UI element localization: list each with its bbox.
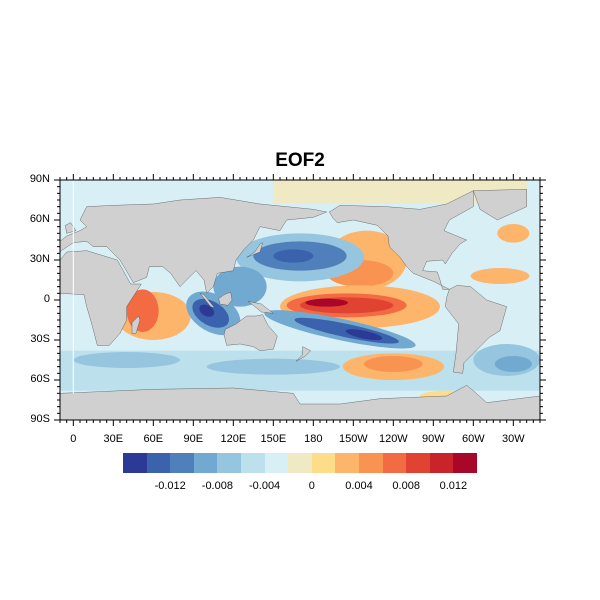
anomaly-contour bbox=[494, 356, 532, 372]
lon-label: 60W bbox=[462, 433, 485, 445]
land-australia bbox=[223, 314, 278, 351]
colorbar-swatch bbox=[311, 453, 336, 473]
lat-label: 60N bbox=[29, 213, 50, 225]
colorbar-swatch bbox=[123, 453, 147, 473]
anomaly-contour bbox=[470, 268, 530, 284]
land-antarctica bbox=[60, 385, 540, 420]
lon-label: 90E bbox=[183, 433, 204, 445]
colorbar bbox=[123, 453, 477, 473]
map-border bbox=[59, 179, 541, 421]
lat-label: 90S bbox=[30, 413, 50, 425]
land-madagascar bbox=[131, 315, 141, 334]
anomaly-contour bbox=[345, 329, 383, 341]
land-sumatra bbox=[199, 292, 216, 309]
lat-label: 60S bbox=[30, 373, 50, 385]
lon-label: 180 bbox=[304, 433, 323, 445]
lon-label: 0 bbox=[70, 433, 77, 445]
anomaly-contour bbox=[273, 249, 314, 263]
anomaly-contour bbox=[497, 224, 530, 243]
eof2-map bbox=[60, 180, 540, 420]
lon-label: 30E bbox=[103, 433, 124, 445]
land-newzealand bbox=[295, 346, 311, 362]
lon-label: 150W bbox=[338, 433, 368, 445]
colorbar-swatch bbox=[288, 453, 312, 473]
lat-label: 90N bbox=[29, 173, 50, 185]
colorbar-label: 0.012 bbox=[439, 480, 468, 492]
colorbar-swatch bbox=[453, 453, 477, 473]
lon-label: 120W bbox=[378, 433, 408, 445]
land-greenland bbox=[473, 189, 527, 221]
colorbar-label: 0.004 bbox=[345, 480, 373, 492]
colorbar-label: -0.004 bbox=[248, 480, 281, 492]
map-title: EOF2 bbox=[275, 150, 325, 171]
anomaly-contour bbox=[73, 352, 180, 368]
colorbar-swatch bbox=[170, 453, 194, 473]
anomaly-contour bbox=[305, 298, 348, 307]
colorbar-swatch bbox=[358, 453, 383, 473]
lon-label: 90W bbox=[422, 433, 445, 445]
colorbar-label: 0 bbox=[308, 480, 315, 492]
anomaly-contour bbox=[206, 358, 340, 375]
colorbar-swatch bbox=[406, 453, 430, 473]
lat-label: 0 bbox=[43, 293, 50, 305]
land-borneo bbox=[218, 291, 233, 306]
colorbar-label: -0.008 bbox=[201, 480, 233, 492]
colorbar-swatch bbox=[240, 453, 265, 473]
colorbar-swatch bbox=[335, 453, 359, 473]
land-africa bbox=[60, 250, 142, 346]
lon-label: 30W bbox=[502, 433, 525, 445]
land-japan bbox=[246, 242, 263, 258]
lon-label: 150E bbox=[260, 433, 287, 445]
colorbar-swatch bbox=[382, 453, 407, 473]
lon-label: 120E bbox=[220, 433, 247, 445]
land-eurasia bbox=[60, 197, 328, 294]
colorbar-swatch bbox=[429, 453, 454, 473]
colorbar-label: -0.012 bbox=[154, 480, 186, 492]
land-samerica bbox=[445, 285, 507, 374]
land-masses bbox=[60, 189, 540, 420]
lat-label: 30N bbox=[29, 253, 50, 265]
map-frame bbox=[54, 174, 546, 426]
land-namerica bbox=[329, 190, 474, 290]
colorbar-swatch bbox=[193, 453, 218, 473]
anomaly-contour bbox=[199, 304, 215, 317]
colorbar-label: 0.008 bbox=[392, 480, 420, 492]
lon-label: 60E bbox=[143, 433, 164, 445]
colorbar-swatch bbox=[264, 453, 289, 473]
lat-label: 30S bbox=[30, 333, 50, 345]
colorbar-swatch bbox=[217, 453, 241, 473]
colorbar-swatch bbox=[146, 453, 171, 473]
land-newguinea bbox=[247, 301, 274, 314]
anomaly-contour bbox=[364, 356, 423, 372]
